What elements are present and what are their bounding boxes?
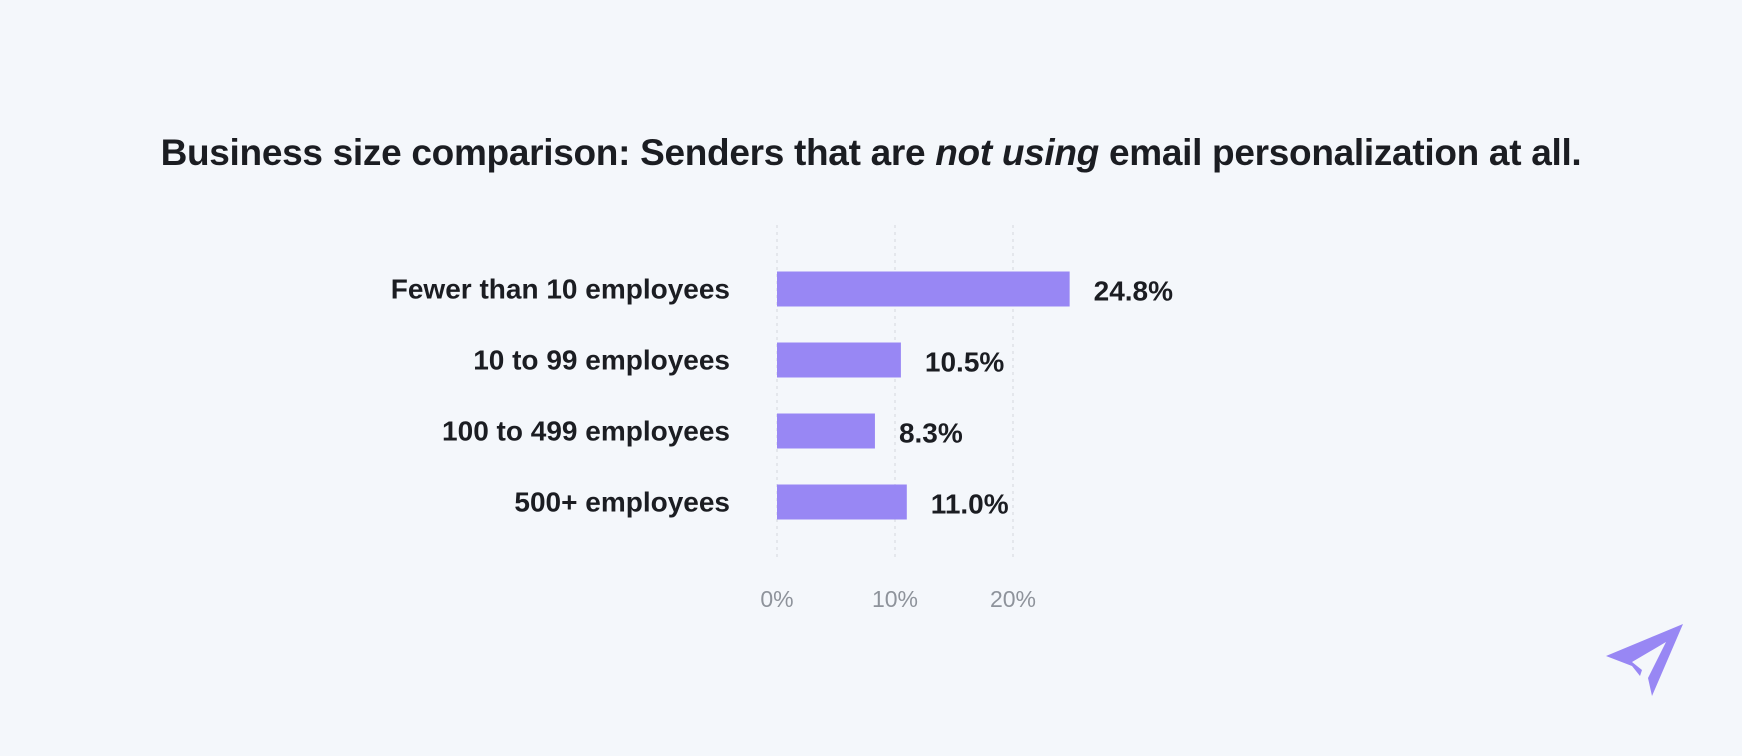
paper-plane-icon: [1606, 624, 1683, 696]
x-tick-label: 0%: [760, 586, 793, 612]
chart-title-emphasis: not using: [935, 132, 1099, 173]
category-label: 10 to 99 employees: [473, 345, 730, 376]
category-label: 500+ employees: [514, 487, 730, 518]
value-label: 24.8%: [1094, 276, 1173, 307]
category-label: Fewer than 10 employees: [391, 274, 730, 305]
chart-title-before: Business size comparison: Senders that a…: [160, 132, 936, 173]
chart-title-after: email personalization at all.: [1098, 132, 1582, 173]
chart-title: Business size comparison: Senders that a…: [0, 132, 1742, 174]
bar: [777, 342, 901, 378]
labels: 0% 10% 20% Fewer than 10 employees 24.8% 10 t…: [391, 274, 1173, 613]
bar: [777, 484, 907, 520]
category-label: 100 to 499 employees: [442, 416, 730, 447]
bar: [777, 271, 1070, 307]
value-label: 10.5%: [925, 347, 1004, 378]
x-tick-label: 10%: [872, 586, 918, 612]
x-tick-label: 20%: [990, 586, 1036, 612]
value-label: 8.3%: [899, 418, 963, 449]
bars: [777, 271, 1070, 520]
value-label: 11.0%: [931, 489, 1009, 520]
bar: [777, 413, 875, 449]
